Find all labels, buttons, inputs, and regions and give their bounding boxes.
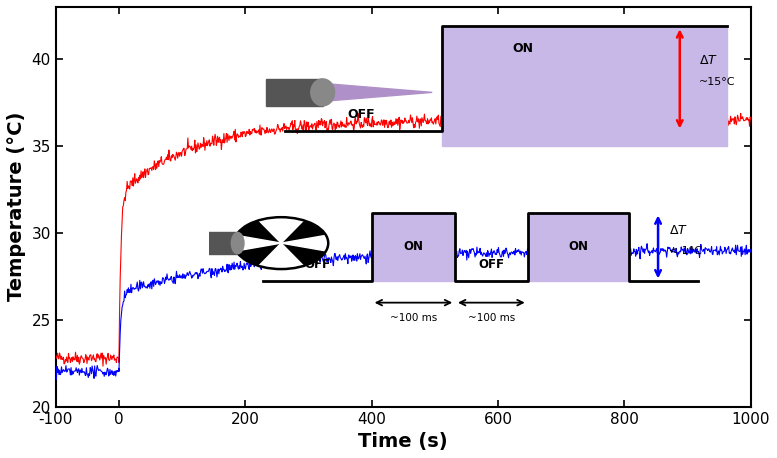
Y-axis label: Temperature (°C): Temperature (°C)	[7, 112, 26, 301]
X-axis label: Time (s): Time (s)	[358, 432, 448, 451]
